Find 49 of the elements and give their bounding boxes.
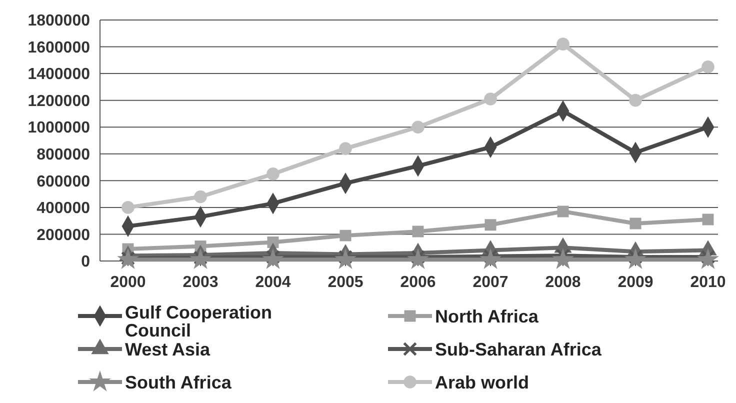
point xyxy=(408,249,428,268)
legend-label: Arab world xyxy=(435,372,530,392)
point xyxy=(122,201,134,214)
x-tick-label: 2006 xyxy=(400,274,436,291)
x-tick-label: 2003 xyxy=(182,274,218,291)
point xyxy=(118,249,138,268)
point xyxy=(626,249,646,268)
y-tick-label: 1400000 xyxy=(28,66,90,84)
x-tick-label: 2010 xyxy=(690,274,726,291)
y-tick-label: 800000 xyxy=(36,146,90,164)
x-tick-label: 2009 xyxy=(618,274,654,291)
point xyxy=(339,142,352,155)
point xyxy=(340,230,352,242)
legend-label: West Asia xyxy=(125,339,212,360)
y-tick-label: 600000 xyxy=(36,173,90,190)
y-tick-label: 200000 xyxy=(36,226,90,244)
x-tick-label: 2000 xyxy=(110,274,146,291)
point xyxy=(266,168,280,180)
y-tick-label: 1800000 xyxy=(28,12,90,30)
point xyxy=(557,206,569,218)
point xyxy=(629,94,642,107)
point xyxy=(412,226,424,238)
point xyxy=(480,249,500,268)
point xyxy=(702,60,714,74)
point xyxy=(556,38,570,51)
point xyxy=(190,249,210,268)
x-tick-label: 2005 xyxy=(328,274,364,291)
point xyxy=(698,249,718,268)
legend-label: Sub-Saharan Africa xyxy=(435,339,602,360)
point xyxy=(553,249,573,268)
y-tick-label: 400000 xyxy=(36,200,90,218)
x-tick-label: 2007 xyxy=(472,274,508,291)
point xyxy=(194,190,207,204)
legend-label: South Africa xyxy=(125,372,232,392)
x-tick-label: 2008 xyxy=(545,274,581,291)
point xyxy=(702,214,714,226)
x-tick-label: 2004 xyxy=(255,274,291,291)
point xyxy=(630,218,642,230)
point xyxy=(484,219,496,231)
legend-label: North Africa xyxy=(435,306,540,326)
y-tick-label: 1200000 xyxy=(28,92,90,110)
legend-label: Gulf Cooperation Council xyxy=(125,302,272,340)
point xyxy=(412,120,424,134)
y-tick-label: 1000000 xyxy=(28,120,90,137)
point xyxy=(336,249,356,268)
y-tick-label: 1600000 xyxy=(28,39,90,56)
point xyxy=(263,249,283,268)
point xyxy=(484,92,497,106)
y-tick-label: 0 xyxy=(81,254,90,271)
